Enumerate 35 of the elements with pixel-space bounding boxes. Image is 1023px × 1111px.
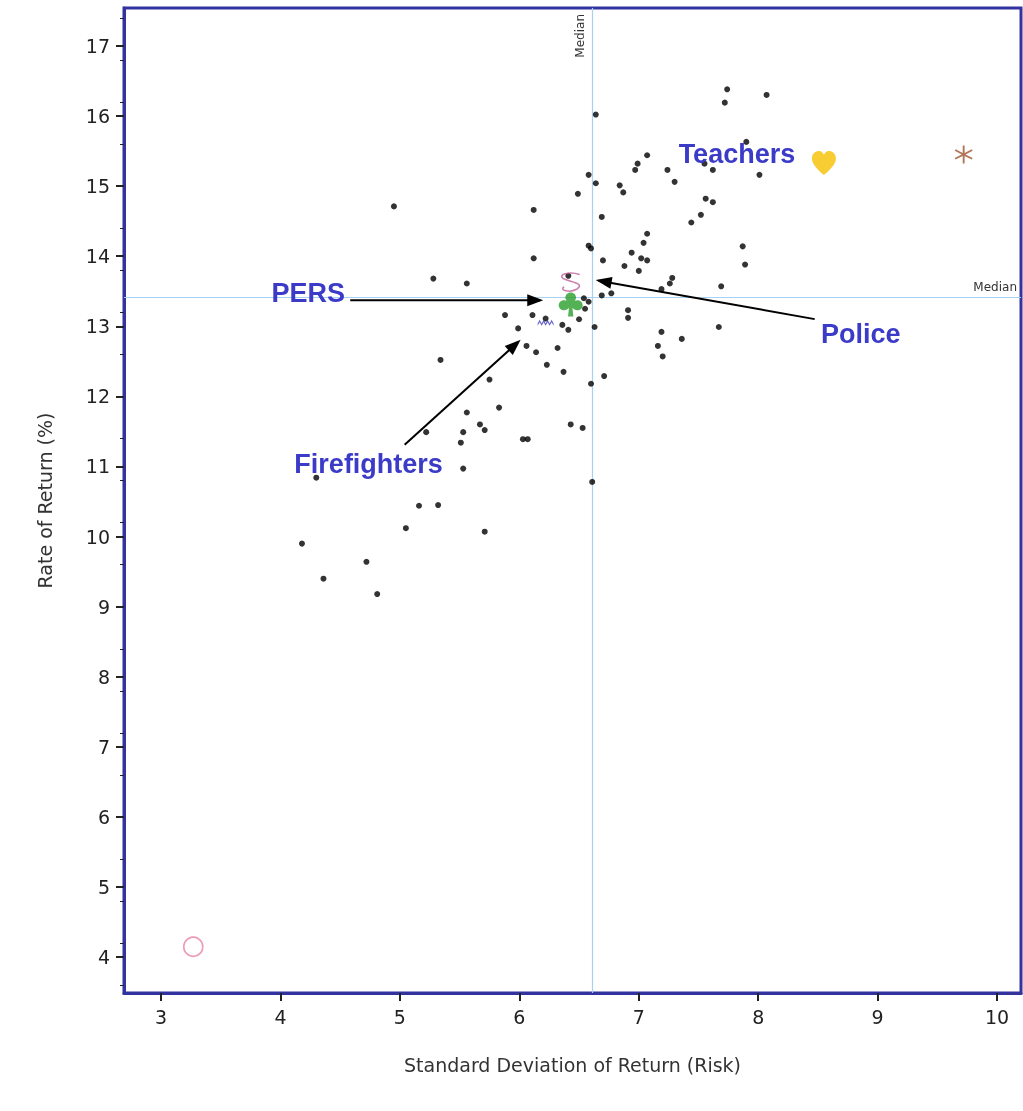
y-tick-label: 5 <box>97 876 110 899</box>
point <box>561 272 581 292</box>
annotation: Police <box>820 319 901 350</box>
y-tick-label: 12 <box>85 385 110 408</box>
point <box>183 936 204 958</box>
y-tick-label: 17 <box>85 34 110 57</box>
y-tick-label: 15 <box>85 175 110 198</box>
y-tick-label: 7 <box>97 735 110 758</box>
ref-line-label: Median <box>973 279 1017 294</box>
ref-line-label: Median <box>573 14 588 58</box>
y-tick-label: 11 <box>85 455 110 478</box>
annotation: PERS <box>271 278 345 309</box>
y-tick-label: 14 <box>85 245 110 268</box>
y-axis-title: Rate of Return (%) <box>33 412 56 589</box>
y-tick-label: 4 <box>97 946 110 969</box>
x-axis-title: Standard Deviation of Return (Risk) <box>403 1053 742 1076</box>
annotation: Firefighters <box>294 448 443 479</box>
x-tick-label: 4 <box>274 1005 287 1028</box>
y-tick-label: 6 <box>97 806 110 829</box>
point <box>811 150 836 175</box>
y-tick-label: 8 <box>97 665 110 688</box>
x-tick-label: 7 <box>632 1005 645 1028</box>
y-tick-label: 16 <box>85 104 110 127</box>
x-tick-label: 3 <box>154 1005 168 1028</box>
y-tick-label: 13 <box>85 315 110 338</box>
point <box>954 145 973 164</box>
x-tick-label: 9 <box>871 1005 884 1028</box>
x-tick-label: 10 <box>985 1005 1010 1028</box>
y-tick-label: 9 <box>97 595 110 618</box>
point <box>558 292 583 317</box>
x-tick-label: 8 <box>752 1005 765 1028</box>
annotation: Teachers <box>678 138 796 169</box>
x-tick-label: 6 <box>513 1005 526 1028</box>
x-tick-label: 5 <box>393 1005 406 1028</box>
y-tick-label: 10 <box>85 525 110 548</box>
